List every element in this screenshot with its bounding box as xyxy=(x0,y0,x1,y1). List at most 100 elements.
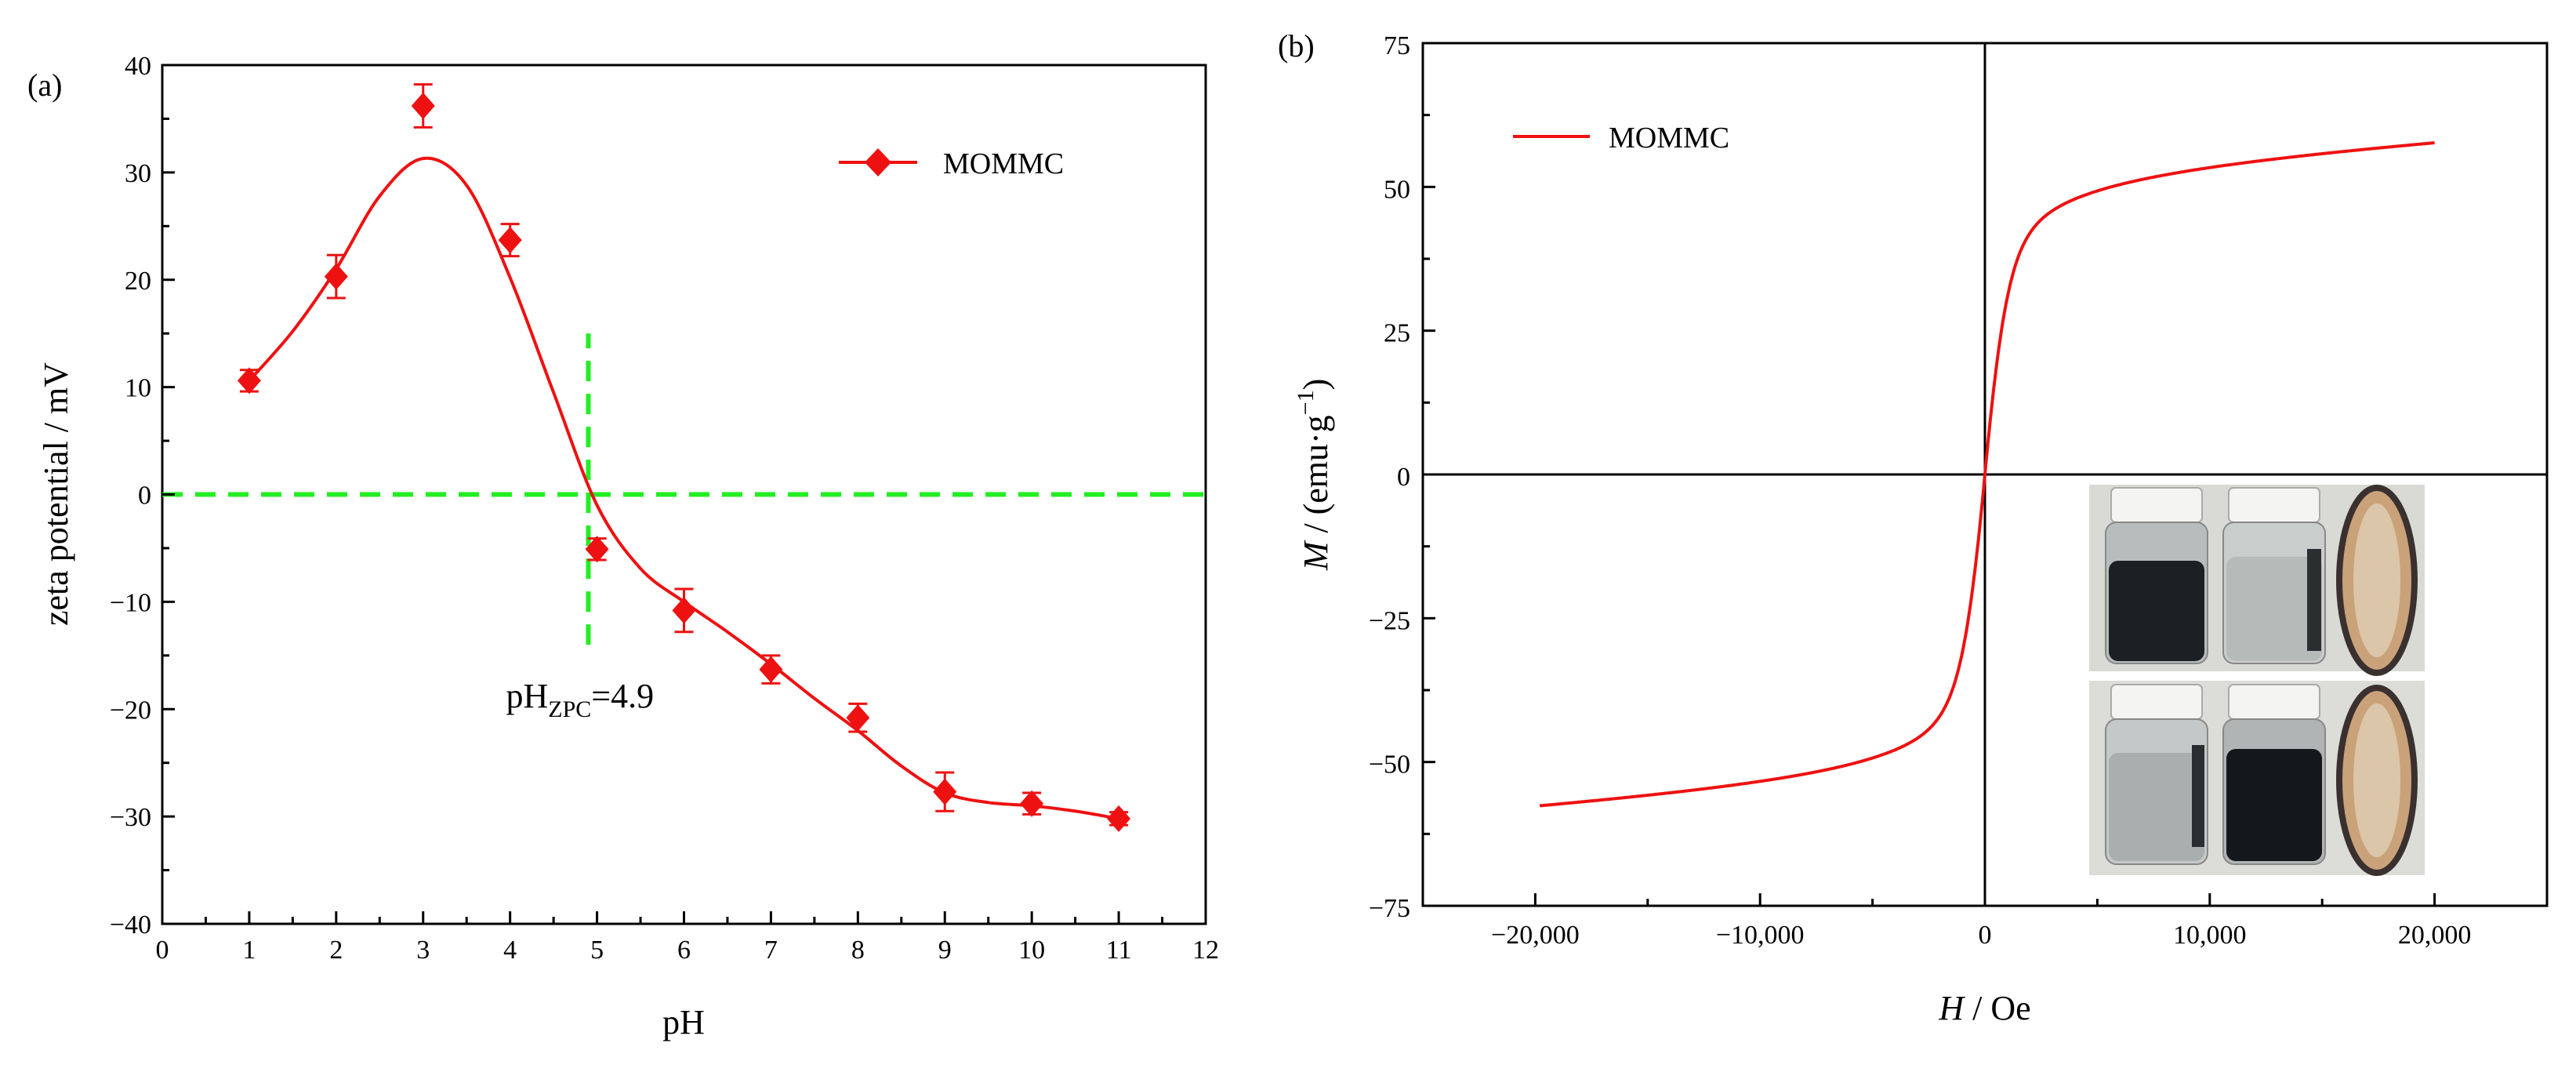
panel-a-data-points xyxy=(237,83,1131,832)
panel-b-y-axis-superscript: −1 xyxy=(1293,390,1319,415)
data-point xyxy=(411,83,435,129)
data-point xyxy=(759,654,783,685)
x-tick-label: 3 xyxy=(416,936,430,965)
panel-b-y-axis-unit: / (emu·g xyxy=(1297,415,1335,541)
vial-clear-before xyxy=(2105,684,2208,865)
vial-dark-after xyxy=(2222,684,2326,865)
panel-b-y-axis-label: M / (emu·g−1) xyxy=(1293,379,1335,572)
panel-b: (b) −20,000 −10,000 0 10,000 20,000 −75 −50 −2… xyxy=(1278,28,2549,1027)
panel-b-legend: MOMMC xyxy=(1513,122,1729,154)
ph-zpc-annotation-subscript: ZPC xyxy=(548,696,591,722)
y-tick-label: 40 xyxy=(125,52,151,81)
x-tick-label: 20,000 xyxy=(2398,921,2472,950)
x-tick-label: 12 xyxy=(1192,936,1219,965)
panel-b-x-axis-variable: H xyxy=(1938,989,1965,1027)
panel-a-legend-label: MOMMC xyxy=(943,147,1064,180)
y-tick-label: −75 xyxy=(1369,894,1410,923)
x-tick-label: 10,000 xyxy=(2173,921,2247,950)
diamond-marker xyxy=(498,227,522,254)
panel-a-x-tick-labels: 0 1 2 3 4 5 6 7 8 9 10 11 12 xyxy=(156,936,1220,965)
y-tick-label: 10 xyxy=(125,374,151,403)
panel-b-label: (b) xyxy=(1278,28,1315,64)
x-tick-label: −10,000 xyxy=(1716,921,1805,950)
panel-a-fit-curve xyxy=(248,156,1119,820)
y-tick-label: 75 xyxy=(1384,31,1410,60)
y-tick-label: −40 xyxy=(110,911,151,940)
data-point xyxy=(237,367,261,394)
data-point xyxy=(1020,790,1044,817)
panel-a-x-axis-label: pH xyxy=(662,1003,705,1041)
vial-clear-after xyxy=(2222,487,2326,664)
x-tick-label: 8 xyxy=(851,936,865,965)
x-tick-label: 9 xyxy=(938,936,952,965)
x-tick-label: 11 xyxy=(1106,936,1132,965)
x-tick-label: 4 xyxy=(503,936,517,965)
diamond-marker xyxy=(324,263,348,290)
y-tick-label: −25 xyxy=(1369,606,1410,635)
diamond-marker xyxy=(1020,790,1044,817)
panel-a-ticks xyxy=(161,64,1207,925)
diamond-marker xyxy=(933,778,957,805)
y-tick-label: −10 xyxy=(110,588,151,617)
diamond-marker xyxy=(759,656,783,683)
panel-b-y-axis-variable: M xyxy=(1297,540,1335,571)
diamond-marker xyxy=(1107,805,1131,832)
ph-zpc-annotation-value: =4.9 xyxy=(591,677,654,715)
x-tick-label: 0 xyxy=(156,936,169,965)
x-tick-label: 6 xyxy=(677,936,691,965)
panel-b-y-axis-close: ) xyxy=(1297,379,1335,391)
panel-a-plot-frame xyxy=(161,64,1207,925)
data-point xyxy=(846,702,870,733)
panel-b-x-axis-label: H / Oe xyxy=(1938,989,2030,1027)
mh-curve-line xyxy=(1539,141,2435,808)
diamond-marker xyxy=(411,93,435,120)
y-tick-label: 0 xyxy=(138,482,151,511)
fit-curve-line xyxy=(248,156,1119,820)
diamond-marker xyxy=(672,597,696,624)
magnet-disc-top xyxy=(2336,485,2418,676)
y-tick-label: −50 xyxy=(1369,751,1410,780)
panel-a-reference-lines xyxy=(162,333,1206,645)
data-point xyxy=(324,253,348,300)
panel-b-y-tick-labels: −75 −50 −25 0 25 50 75 xyxy=(1369,31,1410,923)
x-tick-label: 1 xyxy=(242,936,256,965)
data-point xyxy=(933,771,957,812)
data-point xyxy=(585,536,609,563)
panel-a-y-axis-label: zeta potential / mV xyxy=(37,362,75,626)
diamond-marker xyxy=(585,536,609,563)
panel-a: (a) 0 1 2 3 4 5 6 7 8 9 10 11 12 −40−30−20−100102030… xyxy=(27,52,1219,1041)
y-tick-label: 25 xyxy=(1384,319,1410,348)
magnet-disc-bottom xyxy=(2336,685,2418,876)
y-tick-label: 0 xyxy=(1397,463,1410,492)
x-tick-label: 7 xyxy=(764,936,778,965)
data-point xyxy=(1107,805,1131,832)
diamond-marker xyxy=(846,704,870,732)
panel-b-ticks xyxy=(1421,42,2549,907)
panel-a-legend-marker xyxy=(865,148,891,176)
y-tick-label: 20 xyxy=(125,267,151,296)
vial-photo-inset xyxy=(2089,485,2425,876)
diamond-marker xyxy=(237,367,261,394)
data-point xyxy=(498,223,522,258)
panel-b-legend-label: MOMMC xyxy=(1609,122,1729,154)
x-tick-label: −20,000 xyxy=(1491,921,1580,950)
data-point xyxy=(672,587,696,634)
x-tick-label: 2 xyxy=(329,936,343,965)
panel-a-label: (a) xyxy=(27,67,62,103)
panel-a-y-tick-labels: −40 −30 −20 −10 0 10 20 30 40 xyxy=(110,52,151,940)
panel-b-x-tick-labels: −20,000 −10,000 0 10,000 20,000 xyxy=(1491,921,2471,950)
x-tick-label: 10 xyxy=(1018,936,1045,965)
panel-b-magnetization-curve xyxy=(1539,141,2435,808)
panel-b-x-axis-unit: / Oe xyxy=(1964,989,2031,1027)
y-tick-label: −20 xyxy=(110,696,151,725)
y-tick-label: 30 xyxy=(125,159,151,188)
ph-zpc-annotation-main: pH xyxy=(506,677,548,715)
x-tick-label: 0 xyxy=(1979,921,1992,950)
ph-zpc-annotation: pHZPC=4.9 xyxy=(506,677,654,722)
vial-dark-before xyxy=(2105,487,2208,664)
x-tick-label: 5 xyxy=(590,936,604,965)
y-tick-label: 50 xyxy=(1384,175,1410,204)
y-tick-label: −30 xyxy=(110,803,151,832)
panel-a-legend: MOMMC xyxy=(839,147,1064,180)
